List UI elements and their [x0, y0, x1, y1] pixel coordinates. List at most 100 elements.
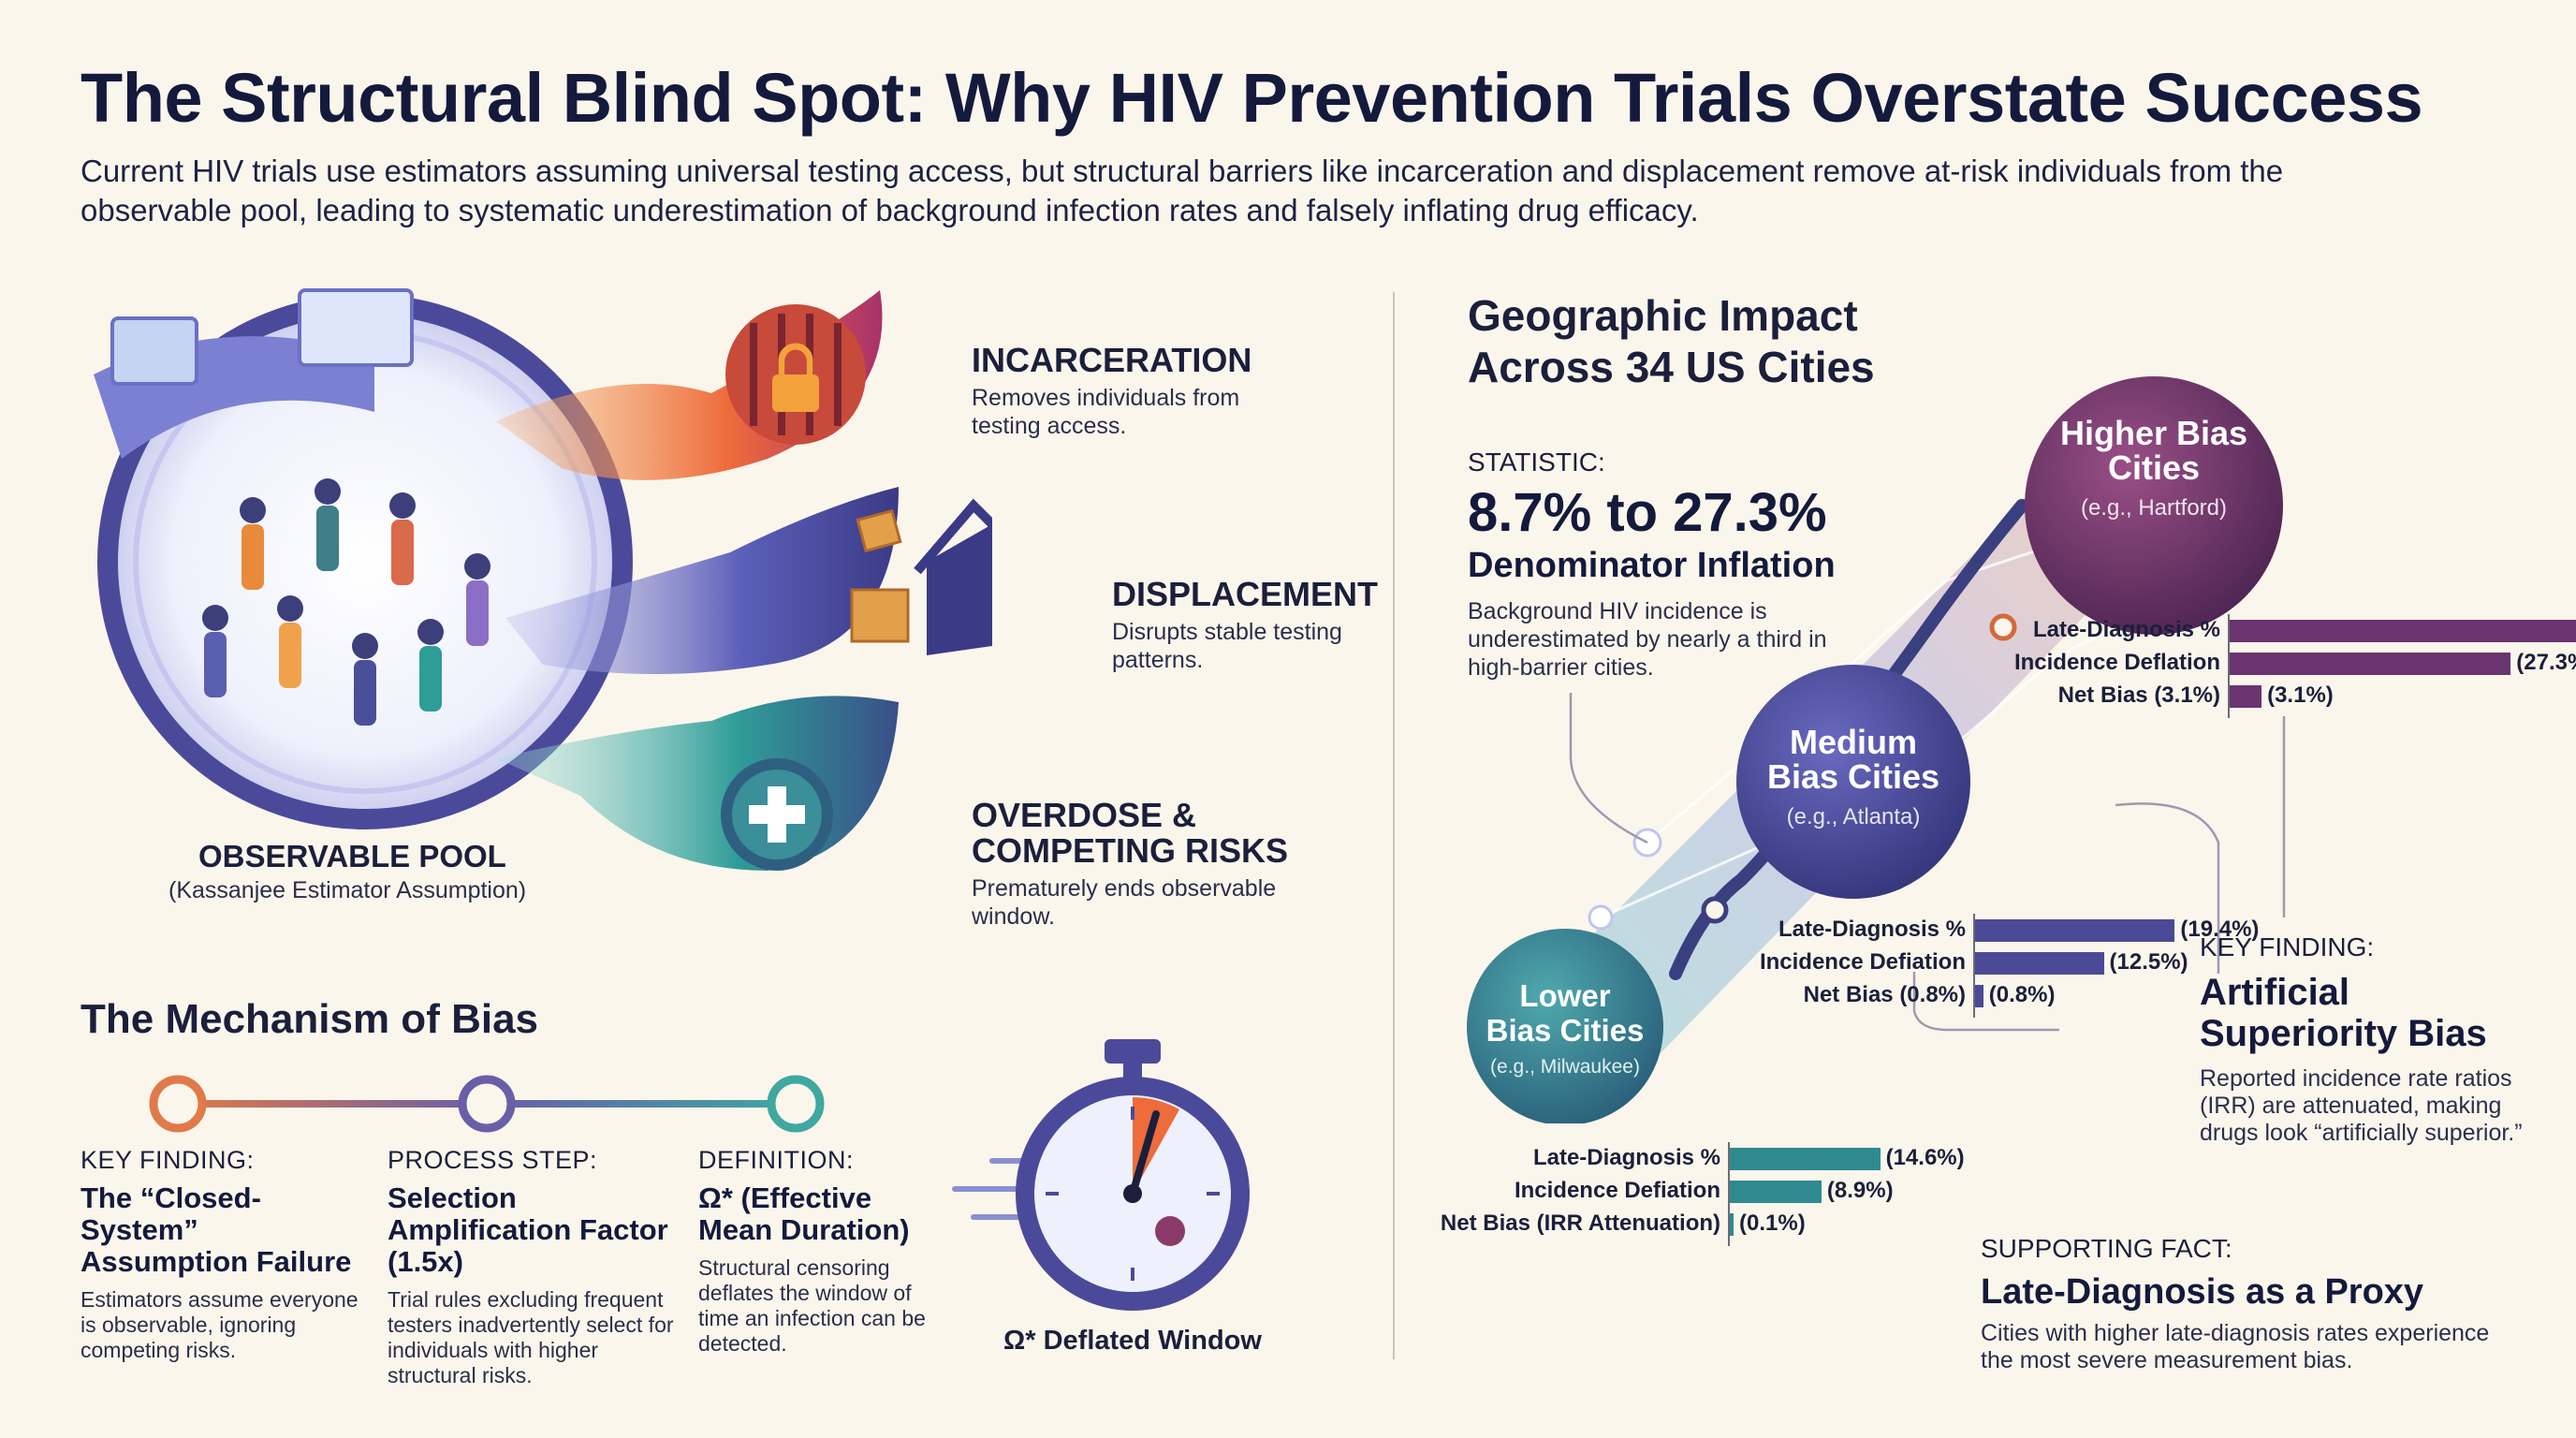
mechanism-title: The Mechanism of Bias: [80, 996, 539, 1042]
timeline-node: [149, 1075, 207, 1133]
bar-label: Incidence Deflation: [2013, 650, 2220, 675]
bar-value-label: (0.8%): [1988, 982, 2056, 1007]
stat-kicker: STATISTIC:: [1468, 448, 1605, 477]
stopwatch-icon: [952, 1039, 1250, 1311]
column-title: Ω* (Effective Mean Duration): [698, 1181, 910, 1246]
bar-chart-higher-bias: Late-Diagnosis %(37.2%)Incidence Deflati…: [1919, 614, 2576, 718]
bar-chart-lower-bias: Late-Diagnosis % (14.6%) Incidence Defiati…: [1404, 1142, 1965, 1246]
observable-pool-illustration: [94, 288, 992, 871]
bar-value-label: (14.6%): [1885, 1145, 1965, 1170]
stat-value: 8.7% to 27.3%: [1468, 482, 1827, 543]
bar-row: Net Bias (IRR Attenuation) (0.1%): [1404, 1208, 1872, 1240]
bar-value-label: (3.1%): [2267, 682, 2334, 708]
column-kicker: KEY FINDING:: [80, 1146, 255, 1174]
bar-label: Net Bias (IRR Attenuation): [1440, 1211, 1720, 1236]
mechanism-column-definition: DEFINITION: Ω* (Effective Mean Duration)…: [698, 1146, 951, 1357]
bar-label: Late-Diagnosis %: [1532, 1145, 1720, 1170]
key-finding-block: KEY FINDING: Artificial Superiority Bias…: [2200, 932, 2537, 1147]
barrier-overdose: OVERDOSE & COMPETING RISKS Prematurely e…: [972, 798, 1327, 931]
bar-label: Late-Diagnosis %: [2032, 617, 2220, 642]
bar: [1730, 1213, 1734, 1236]
barrier-title: DISPLACEMENT: [1112, 575, 1379, 613]
bar: [1730, 1181, 1822, 1203]
barrier-incarceration: INCARCERATION Removes individuals from t…: [972, 343, 1252, 440]
stat-body: Background HIV incidence is underestimat…: [1468, 598, 1827, 681]
page-title: The Structural Blind Spot: Why HIV Preve…: [80, 59, 2423, 137]
page-subtitle: Current HIV trials use estimators assumi…: [80, 154, 2284, 227]
city-bias-network: Higher Bias Cities (e.g., Hartford) Medi…: [1467, 376, 2286, 1123]
node-example: (e.g., Atlanta): [1787, 804, 1921, 829]
node-title-line: Bias Cities: [1767, 757, 1939, 796]
node-lower-bias: Lower Bias Cities (e.g., Milwaukee): [1467, 929, 1663, 1123]
bar: [1975, 985, 1983, 1007]
node-title-line: Lower: [1519, 978, 1610, 1013]
bar-label: Net Bias (3.1%): [2057, 682, 2220, 708]
bar-axis: [2228, 614, 2230, 718]
stat-label: Denominator Inflation: [1468, 546, 1836, 585]
bar: [2230, 685, 2262, 708]
medical-cross-icon: [721, 758, 833, 871]
supporting-fact-kicker: SUPPORTING FACT:: [1981, 1234, 2232, 1263]
column-body: Trial rules excluding frequent testers i…: [388, 1287, 674, 1387]
column-body: Estimators assume everyone is observable…: [80, 1287, 359, 1362]
bar-row: Incidence Defiation (12.5%): [1666, 946, 2190, 979]
mechanism-column-key-finding: KEY FINDING: The “Closed-System” Assumpt…: [80, 1146, 361, 1363]
bar: [1730, 1148, 1881, 1170]
timeline-node: [767, 1075, 825, 1133]
key-finding-kicker: KEY FINDING:: [2200, 932, 2375, 961]
supporting-fact-title: Late-Diagnosis as a Proxy: [1981, 1272, 2424, 1312]
mechanism-column-process-step: PROCESS STEP: Selection Amplification Fa…: [388, 1146, 678, 1388]
bar-row: Incidence Deflation (27.3%): [1919, 647, 2576, 680]
node-higher-bias: Higher Bias Cities (e.g., Hartford): [2025, 376, 2283, 635]
bar-value-label: (19.4%): [2180, 917, 2260, 942]
node-example: (e.g., Hartford): [2081, 495, 2227, 521]
supporting-fact-block: SUPPORTING FACT: Late-Diagnosis as a Pro…: [1981, 1234, 2524, 1374]
bar-axis: [1973, 914, 1975, 1018]
supporting-fact-body: Cities with higher late-diagnosis rates …: [1981, 1320, 2490, 1373]
bar-row: Incidence Defiation (8.9%): [1404, 1175, 1894, 1208]
barrier-displacement: DISPLACEMENT Disrupts stable testing pat…: [1112, 577, 1393, 674]
column-title: Selection Amplification Factor (1.5x): [388, 1181, 668, 1278]
bar: [2230, 620, 2576, 642]
key-finding-title: Artificial Superiority Bias: [2200, 972, 2487, 1054]
mechanism-timeline: [149, 1075, 825, 1133]
barrier-title: OVERDOSE & COMPETING RISKS: [972, 796, 1289, 870]
node-title-line: Bias Cities: [1486, 1013, 1645, 1048]
bar-label: Net Bias (0.8%): [1803, 982, 1966, 1007]
key-finding-body: Reported incidence rate ratios (IRR) are…: [2200, 1065, 2523, 1146]
bar-row: Net Bias (0.8%) (0.8%): [1666, 979, 2190, 1012]
column-kicker: PROCESS STEP:: [388, 1146, 598, 1174]
column-kicker: DEFINITION:: [698, 1146, 854, 1174]
bar-value-label: (12.5%): [2109, 949, 2188, 975]
people-icon: [202, 478, 490, 726]
barrier-text: Prematurely ends observable window.: [972, 875, 1277, 930]
bar-value-label: (0.1%): [1739, 1211, 1806, 1236]
bar-axis: [1728, 1142, 1730, 1246]
timeline-node: [458, 1075, 516, 1133]
bar-label: Incidence Defiation: [1514, 1178, 1720, 1203]
bar-row: Late-Diagnosis %(37.2%): [1919, 614, 2576, 647]
bar: [2230, 653, 2511, 675]
node-medium-bias: Medium Bias Cities (e.g., Atlanta): [1736, 665, 1970, 899]
geo-title: Geographic Impact Across 34 US Cities: [1468, 291, 1875, 391]
statistic-block: STATISTIC: 8.7% to 27.3% Denominator Inf…: [1468, 448, 1861, 682]
column-body: Structural censoring deflates the window…: [698, 1255, 926, 1356]
bar-row: Late-Diagnosis % (19.4%): [1666, 914, 2259, 946]
bar-value-label: (8.9%): [1826, 1178, 1894, 1203]
lock-icon: [725, 304, 866, 445]
pool-caption: (Kassanjee Estimator Assumption): [168, 877, 527, 903]
column-title: The “Closed-System” Assumption Failure: [80, 1181, 352, 1278]
bar-value-label: (27.3%): [2516, 650, 2576, 675]
bar: [1975, 952, 2104, 975]
barrier-text: Disrupts stable testing patterns.: [1112, 619, 1342, 673]
bar-row: Net Bias (3.1%) (3.1%): [1919, 680, 2555, 712]
node-example: (e.g., Milwaukee): [1490, 1056, 1640, 1078]
bar-row: Late-Diagnosis % (14.6%): [1404, 1142, 1965, 1175]
house-icon: [850, 498, 992, 655]
section-divider: [1393, 292, 1395, 1359]
bar-chart-medium-bias: Late-Diagnosis % (19.4%) Incidence Defiati…: [1666, 914, 2259, 1018]
node-title-line: Cities: [2108, 448, 2200, 487]
node-title-line: Higher Bias: [2060, 414, 2247, 452]
bar-label: Incidence Defiation: [1759, 949, 1966, 975]
node-title-line: Medium: [1790, 723, 1917, 761]
